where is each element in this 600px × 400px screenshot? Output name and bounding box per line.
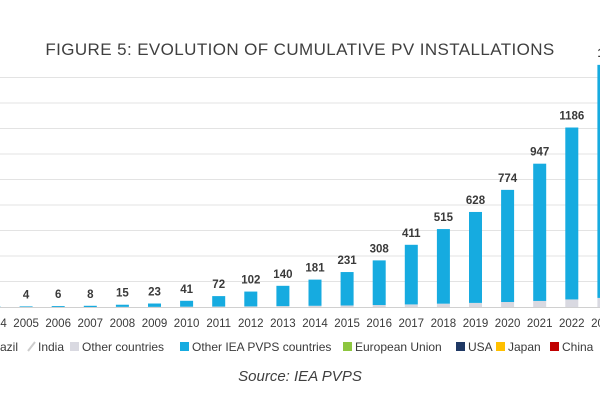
- bar-other-iea-pvps-2007: [83, 305, 97, 307]
- bar-other-iea-pvps-2020: [501, 189, 515, 303]
- x-tick-label-2020: 2020: [495, 318, 521, 330]
- bar-other-countries-2013: [276, 306, 290, 307]
- legend-swatch-other-countries: [70, 342, 79, 351]
- x-tick-label-2009: 2009: [142, 318, 168, 330]
- value-label-2023: 16: [598, 48, 600, 60]
- bars: [0, 64, 600, 307]
- bar-other-iea-pvps-2014: [308, 279, 322, 306]
- bar-other-countries-2014: [308, 305, 322, 307]
- value-label-2016: 308: [370, 243, 390, 255]
- bar-other-iea-pvps-2005: [19, 306, 33, 307]
- x-tick-label-2005: 2005: [13, 318, 39, 330]
- x-tick-labels: 2004 2005 2006 2007 2008 2009 2010 2011 2012 2013…: [0, 318, 600, 330]
- gridlines: [0, 77, 600, 282]
- legend: razil India Other countries Other IEA PVPS …: [0, 340, 594, 354]
- bar-other-countries-2015: [340, 305, 354, 307]
- x-tick-label-2016: 2016: [366, 318, 392, 330]
- bar-other-iea-pvps-2023: [597, 64, 600, 298]
- legend-label-other-iea-pvps-countries: Other IEA PVPS countries: [192, 340, 331, 354]
- bar-other-iea-pvps-2008: [115, 304, 129, 307]
- x-tick-label-2004: 2004: [0, 318, 7, 330]
- bar-other-countries-2018: [436, 303, 450, 307]
- x-tick-label-2015: 2015: [334, 318, 360, 330]
- x-tick-label-2017: 2017: [399, 318, 425, 330]
- bar-other-countries-2021: [533, 300, 547, 307]
- value-label-2009: 23: [148, 287, 161, 299]
- legend-label-japan: Japan: [508, 340, 541, 354]
- legend-label-china: China: [562, 340, 594, 354]
- x-tick-label-2019: 2019: [463, 318, 489, 330]
- value-label-2012: 102: [241, 275, 260, 287]
- bar-other-countries-2023: [597, 297, 600, 307]
- x-tick-label-2012: 2012: [238, 318, 264, 330]
- x-tick-label-2013: 2013: [270, 318, 296, 330]
- bar-other-iea-pvps-2022: [565, 127, 579, 300]
- legend-swatch-india: [27, 341, 36, 352]
- x-tick-label-2014: 2014: [302, 318, 328, 330]
- bar-other-countries-2017: [404, 304, 418, 307]
- bar-other-iea-pvps-2013: [276, 285, 290, 307]
- value-label-2015: 231: [338, 255, 358, 267]
- bar-other-iea-pvps-2006: [51, 306, 65, 307]
- bar-other-countries-2022: [565, 299, 579, 307]
- bar-other-iea-pvps-2017: [404, 244, 418, 305]
- value-label-2014: 181: [305, 263, 325, 275]
- bar-other-iea-pvps-2009: [148, 303, 161, 307]
- value-label-2017: 411: [402, 228, 421, 240]
- legend-swatch-japan: [496, 342, 505, 351]
- bar-other-countries-2016: [372, 305, 386, 307]
- x-tick-label-2006: 2006: [45, 318, 71, 330]
- value-label-2019: 628: [466, 195, 486, 207]
- legend-label-razil: razil: [0, 340, 18, 354]
- value-label-2020: 774: [498, 173, 518, 185]
- value-label-2021: 947: [530, 147, 549, 159]
- bar-other-iea-pvps-2018: [436, 229, 450, 304]
- bar-other-countries-2012: [244, 306, 258, 307]
- bar-other-countries-2019: [469, 302, 482, 307]
- legend-label-usa: USA: [468, 340, 493, 354]
- legend-label-european-union: European Union: [355, 340, 442, 354]
- x-tick-label-2010: 2010: [174, 318, 200, 330]
- value-label-2007: 8: [87, 289, 94, 301]
- value-label-2006: 6: [55, 289, 61, 301]
- bar-other-countries-2020: [501, 302, 515, 307]
- x-tick-label-2011: 2011: [206, 318, 231, 330]
- legend-label-india: India: [38, 340, 64, 354]
- value-label-2008: 15: [116, 288, 129, 300]
- legend-swatch-other-iea-pvps-countries: [180, 342, 189, 351]
- value-label-2010: 41: [180, 284, 193, 296]
- x-tick-label-2023: 2023: [591, 318, 600, 330]
- bar-other-iea-pvps-2021: [533, 163, 547, 301]
- x-tick-label-2022: 2022: [559, 318, 585, 330]
- bar-other-iea-pvps-2016: [372, 260, 386, 306]
- chart-source: Source: IEA PVPS: [238, 368, 362, 385]
- value-label-2005: 4: [23, 289, 30, 301]
- x-tick-label-2008: 2008: [110, 318, 136, 330]
- legend-label-other-countries: Other countries: [82, 340, 164, 354]
- legend-swatch-usa: [456, 342, 465, 351]
- legend-swatch-european-union: [343, 342, 352, 351]
- value-label-2022: 1186: [559, 111, 584, 123]
- value-label-2013: 140: [273, 269, 292, 281]
- value-labels: 4 6 8 15 23 41 72 102 140 181 231 308 411 515 628 774 94…: [23, 48, 600, 302]
- bar-other-iea-pvps-2010: [180, 300, 194, 307]
- bar-other-iea-pvps-2019: [469, 211, 482, 303]
- bar-other-iea-pvps-2011: [212, 296, 226, 307]
- value-label-2011: 72: [212, 279, 225, 291]
- x-tick-label-2018: 2018: [431, 318, 457, 330]
- bar-other-iea-pvps-2015: [340, 272, 354, 306]
- bar-other-iea-pvps-2012: [244, 291, 258, 307]
- x-tick-label-2007: 2007: [78, 318, 104, 330]
- value-label-2018: 515: [434, 212, 454, 224]
- chart-title: FIGURE 5: EVOLUTION OF CUMULATIVE PV INS…: [45, 40, 555, 59]
- legend-swatch-china: [550, 342, 559, 351]
- x-tick-label-2021: 2021: [527, 318, 553, 330]
